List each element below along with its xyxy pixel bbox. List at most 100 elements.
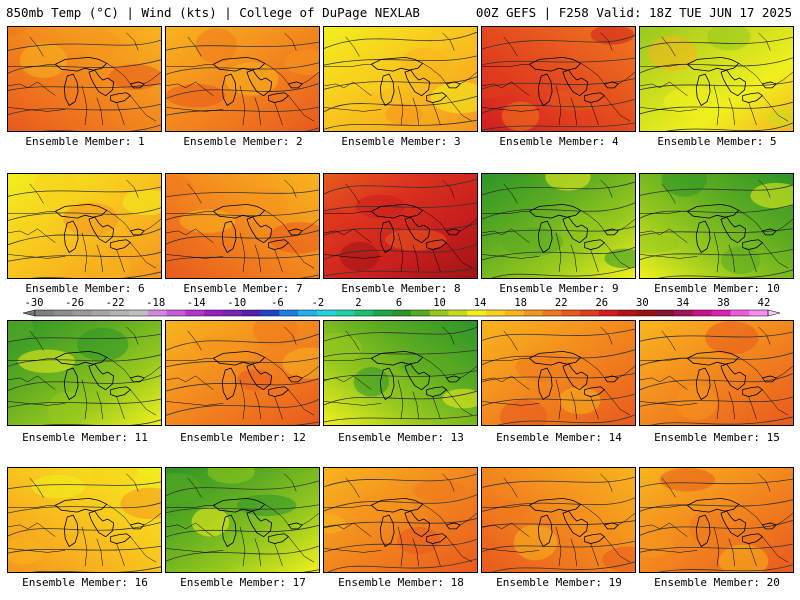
height-contour <box>482 476 635 488</box>
height-contour <box>640 331 793 342</box>
colorbar-swatch <box>298 310 318 316</box>
great-lakes-outline <box>212 57 303 107</box>
state-borders <box>166 179 319 273</box>
height-contour <box>8 227 161 246</box>
temperature-field <box>640 321 793 425</box>
height-contour <box>657 564 793 572</box>
colorbar-tick-label: -22 <box>106 297 125 309</box>
temperature-blob <box>750 182 793 209</box>
temperature-blob <box>284 49 319 76</box>
state-borders <box>8 326 161 420</box>
colorbar-swatch <box>335 310 355 316</box>
temperature-blob <box>282 347 319 379</box>
temperature-blob <box>179 209 236 233</box>
colorbar-max-arrow <box>767 309 781 317</box>
colorbar-swatch <box>749 310 769 316</box>
temperature-blob <box>193 334 245 359</box>
colorbar-swatch <box>91 310 111 316</box>
temperature-blob <box>341 69 396 93</box>
temperature-blob <box>720 246 761 275</box>
member-caption: Ensemble Member: 3 <box>341 135 461 148</box>
member-map-panel <box>323 320 478 426</box>
temperature-field <box>482 27 635 131</box>
temperature-field <box>166 321 319 425</box>
state-borders <box>166 326 319 420</box>
height-contour <box>640 352 793 366</box>
height-contour <box>640 184 793 196</box>
state-borders <box>166 32 319 126</box>
height-contour <box>166 41 319 51</box>
state-borders <box>640 179 793 273</box>
colorbar-tick-label: 42 <box>758 297 771 309</box>
height-contour <box>482 122 635 131</box>
height-contour <box>324 202 477 212</box>
temperature-blob <box>324 332 362 365</box>
height-contour <box>294 421 319 425</box>
great-lakes-outline <box>528 498 619 548</box>
state-borders <box>324 32 477 126</box>
member-caption: Ensemble Member: 9 <box>499 282 619 295</box>
colorbar-tick-label: -30 <box>25 297 44 309</box>
temperature-blob <box>252 321 299 347</box>
colorbar-swatch <box>429 310 449 316</box>
temperature-field <box>324 27 477 131</box>
height-contour <box>8 186 161 197</box>
member-caption: Ensemble Member: 20 <box>654 576 780 589</box>
temperature-blob <box>324 514 346 534</box>
colorbar-swatch <box>204 310 224 316</box>
height-contour <box>482 520 635 528</box>
height-contour <box>324 414 477 423</box>
temperature-blob <box>8 538 44 565</box>
height-contour <box>166 82 319 100</box>
temperature-field <box>482 174 635 278</box>
height-contour <box>166 209 319 221</box>
colorbar-swatch <box>467 310 487 316</box>
state-borders <box>640 326 793 420</box>
height-contour <box>640 499 793 512</box>
height-contour <box>166 480 319 497</box>
temperature-blob <box>482 67 512 99</box>
state-borders <box>8 473 161 567</box>
colorbar-tick-label: -6 <box>271 297 284 309</box>
temperature-blob <box>499 399 548 425</box>
temperature-blob <box>207 468 255 484</box>
member-map-panel <box>165 320 320 426</box>
height-contour <box>658 269 793 278</box>
member-caption: Ensemble Member: 16 <box>22 576 148 589</box>
temperature-blob <box>640 321 664 334</box>
height-contour <box>666 122 793 131</box>
temperature-blob <box>560 214 617 236</box>
height-contour <box>166 545 319 562</box>
member-map-panel <box>639 26 794 132</box>
colorbar-tick-label: 22 <box>555 297 568 309</box>
height-contour <box>482 98 635 114</box>
temperature-blob <box>191 507 230 537</box>
height-contour <box>166 62 319 75</box>
temperature-blob <box>268 222 319 254</box>
member-map-panel <box>323 173 478 279</box>
colorbar-swatch <box>373 310 393 316</box>
colorbar-swatch <box>542 310 562 316</box>
colorbar-tick-label: 14 <box>474 297 487 309</box>
temperature-field <box>8 174 161 278</box>
height-contour <box>166 106 319 116</box>
temperature-blob <box>766 108 793 129</box>
height-contour <box>482 78 635 90</box>
state-borders <box>482 32 635 126</box>
member-caption: Ensemble Member: 15 <box>654 431 780 444</box>
member-caption: Ensemble Member: 4 <box>499 135 619 148</box>
temperature-blob <box>515 352 573 382</box>
colorbar-swatch <box>617 310 637 316</box>
colorbar-swatch <box>636 310 656 316</box>
temperature-blob <box>640 233 680 254</box>
height-contour <box>640 248 793 261</box>
member-map-panel <box>165 173 320 279</box>
temperature-field <box>166 174 319 278</box>
temperature-blob <box>675 384 717 421</box>
height-contour <box>166 229 319 245</box>
great-lakes-outline <box>54 498 145 548</box>
colorbar-swatch <box>222 310 243 316</box>
temperature-blob <box>324 207 352 239</box>
height-contour <box>482 328 635 342</box>
height-contour <box>324 538 477 553</box>
